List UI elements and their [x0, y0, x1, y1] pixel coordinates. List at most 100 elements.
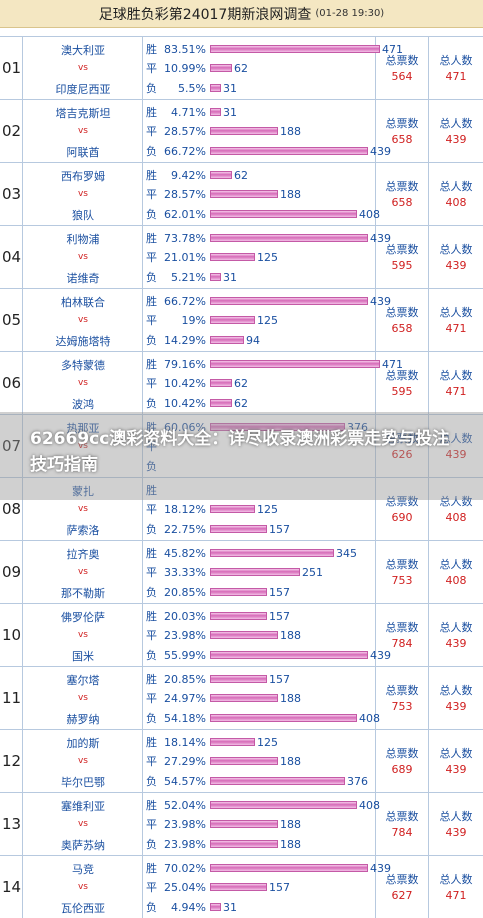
win-count: 345	[336, 546, 357, 560]
win-label: 胜	[146, 547, 157, 560]
lose-bar	[210, 273, 221, 281]
lose-bar	[210, 840, 278, 848]
away-team[interactable]: 阿联酋	[66, 146, 100, 159]
table-row: 01 澳大利亚 vs 印度尼西亚 胜 83.51% 471 平 10.99% 62 负 5.5% 31 总…	[0, 36, 483, 99]
vs-label[interactable]: vs	[77, 441, 88, 451]
vs-label[interactable]: vs	[77, 315, 88, 325]
vs-label[interactable]: vs	[77, 126, 88, 136]
vs-label[interactable]: vs	[77, 693, 88, 703]
draw-bar	[210, 505, 255, 513]
draw-count: 125	[257, 250, 278, 264]
lose-count: 31	[223, 900, 237, 914]
draw-bar	[210, 64, 232, 72]
win-label: 胜	[146, 106, 157, 119]
win-count: 31	[223, 105, 237, 119]
draw-label: 平	[146, 629, 157, 642]
away-team[interactable]: 国米	[72, 650, 94, 663]
total-votes-cell: 总票数 564	[376, 37, 429, 99]
home-team[interactable]: 佛罗伦萨	[61, 611, 105, 624]
vs-label[interactable]: vs	[77, 504, 88, 514]
vs-label[interactable]: vs	[77, 756, 88, 766]
vs-label[interactable]: vs	[77, 882, 88, 892]
draw-label: 平	[146, 440, 157, 453]
overlay-banner[interactable]: 62669cc澳彩资料大全：详尽收录澳洲彩票走势与投注技巧指南	[0, 412, 483, 500]
total-votes-cell: 总票数 595	[376, 226, 429, 288]
win-count: 125	[257, 735, 278, 749]
total-people-value: 439	[445, 448, 467, 461]
win-label: 胜	[146, 484, 157, 497]
vs-label[interactable]: vs	[77, 819, 88, 829]
vs-label[interactable]: vs	[77, 189, 88, 199]
draw-count: 62	[234, 61, 248, 75]
total-people-value: 439	[445, 259, 467, 272]
away-team[interactable]: 印度尼西亚	[55, 83, 111, 96]
draw-line: 平 28.57% 188	[146, 186, 301, 202]
lose-percent: 4.94%	[171, 900, 206, 914]
total-votes-label: 总票数	[385, 432, 419, 445]
draw-label: 平	[146, 503, 157, 516]
away-team[interactable]: 萨索洛	[66, 524, 100, 537]
away-team[interactable]: 赫罗纳	[66, 713, 100, 726]
home-team[interactable]: 塞维利亚	[61, 800, 105, 813]
draw-line: 平 28.57% 188	[146, 123, 301, 139]
home-team[interactable]: 塔吉克斯坦	[55, 107, 111, 120]
home-team[interactable]: 西布罗姆	[61, 170, 105, 183]
away-team[interactable]: 波鸿	[72, 398, 94, 411]
total-people-value: 408	[445, 574, 467, 587]
away-team[interactable]: 瓦伦西亚	[61, 902, 105, 915]
lose-line: 负 14.29% 94	[146, 332, 260, 348]
vote-distribution: 胜平 18.12% 125 负 22.75% 157	[143, 478, 376, 540]
vs-label[interactable]: vs	[77, 63, 88, 73]
lose-line: 负 10.42% 62	[146, 395, 248, 411]
vs-label[interactable]: vs	[77, 252, 88, 262]
total-votes-label: 总票数	[385, 621, 419, 634]
vs-label[interactable]: vs	[77, 630, 88, 640]
total-votes-value: 595	[391, 259, 413, 272]
win-bar	[210, 612, 267, 620]
win-line: 胜 60.06% 376	[146, 419, 368, 435]
win-line: 胜 66.72% 439	[146, 293, 391, 309]
away-team[interactable]: 奥萨苏纳	[61, 839, 105, 852]
draw-line: 平 18.12% 125	[146, 501, 278, 517]
lose-label: 负	[146, 460, 157, 473]
total-people-cell: 总人数 439	[429, 415, 483, 477]
draw-line: 平 19% 125	[146, 312, 278, 328]
away-team[interactable]: 那不勒斯	[61, 587, 105, 600]
draw-percent: 23.98%	[164, 628, 206, 642]
vs-label[interactable]: vs	[77, 567, 88, 577]
teams-cell: 西布罗姆 vs 狼队	[23, 163, 143, 225]
draw-percent: 28.57%	[164, 187, 206, 201]
home-team[interactable]: 热那亚	[66, 422, 100, 435]
home-team[interactable]: 马竞	[72, 863, 94, 876]
home-team[interactable]: 澳大利亚	[61, 44, 105, 57]
home-team[interactable]: 塞尔塔	[66, 674, 100, 687]
away-team[interactable]: 狼队	[72, 209, 94, 222]
vs-label[interactable]: vs	[77, 378, 88, 388]
lose-bar	[210, 777, 345, 785]
total-votes-cell: 总票数 658	[376, 289, 429, 351]
draw-percent: 19%	[181, 313, 206, 327]
draw-count: 125	[257, 313, 278, 327]
home-team[interactable]: 利物浦	[66, 233, 100, 246]
home-team[interactable]: 柏林联合	[61, 296, 105, 309]
home-team[interactable]: 蒙扎	[72, 485, 94, 498]
teams-cell: 塞维利亚 vs 奥萨苏纳	[23, 793, 143, 855]
away-team[interactable]: 毕尔巴鄂	[61, 776, 105, 789]
home-team[interactable]: 加的斯	[66, 737, 100, 750]
teams-cell: 利物浦 vs 诺维奇	[23, 226, 143, 288]
win-bar	[210, 738, 255, 746]
win-percent: 52.04%	[164, 798, 206, 812]
total-votes-value: 753	[391, 574, 413, 587]
away-team[interactable]: 达姆施塔特	[55, 335, 111, 348]
total-people-value: 471	[445, 70, 467, 83]
teams-cell: 多特蒙德 vs 波鸿	[23, 352, 143, 414]
win-label: 胜	[146, 673, 157, 686]
win-line: 胜 20.03% 157	[146, 608, 290, 624]
draw-line: 平 10.42% 62	[146, 375, 248, 391]
home-team[interactable]: 多特蒙德	[61, 359, 105, 372]
lose-bar	[210, 210, 357, 218]
home-team[interactable]: 拉齐奥	[66, 548, 100, 561]
match-number: 05	[0, 289, 23, 351]
away-team[interactable]: 诺维奇	[66, 272, 100, 285]
draw-label: 平	[146, 566, 157, 579]
